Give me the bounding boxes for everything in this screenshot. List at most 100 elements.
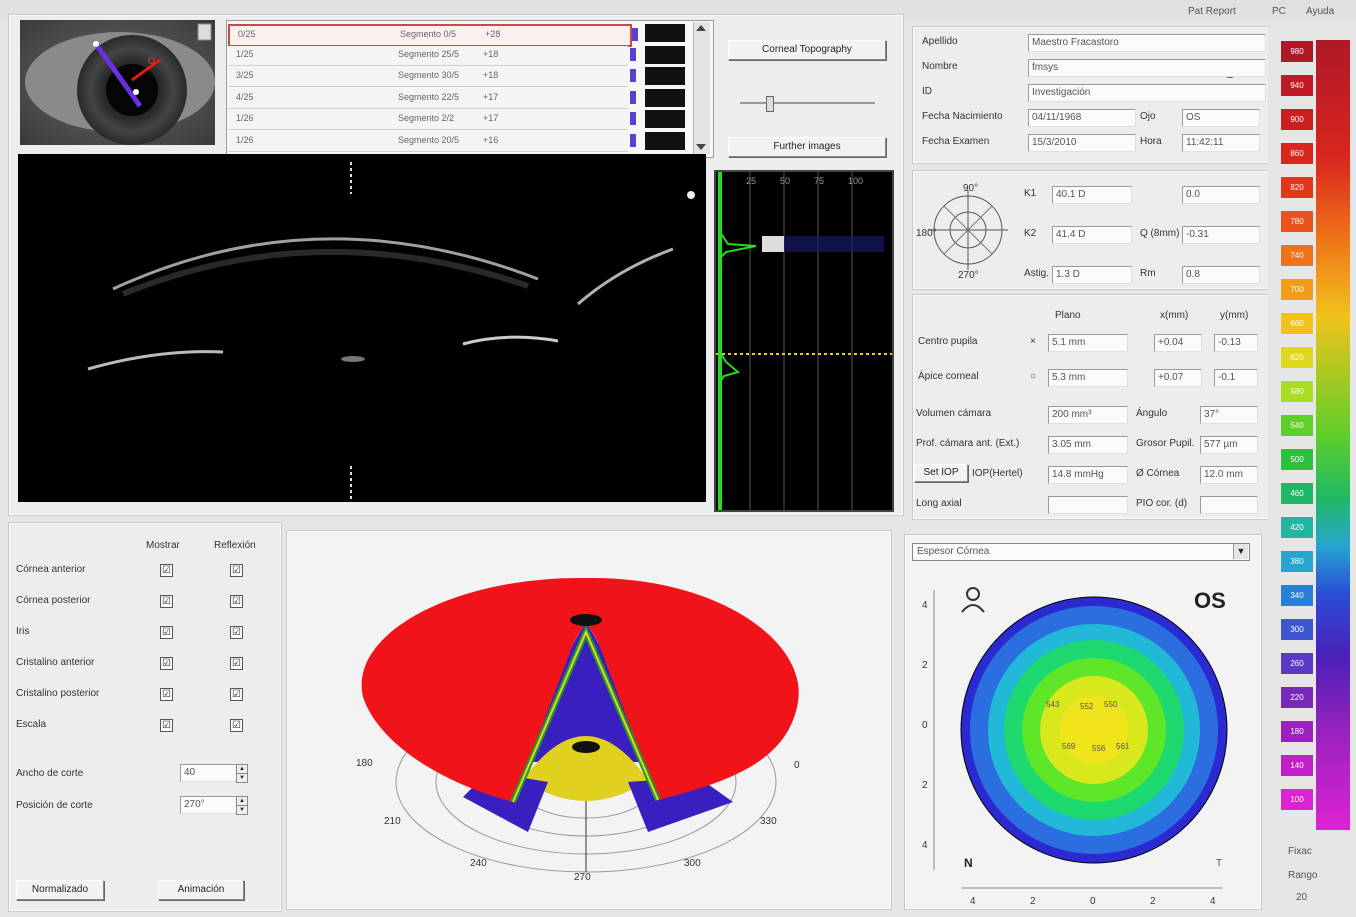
- show-checkbox[interactable]: ☑: [160, 626, 173, 639]
- reflect-checkbox[interactable]: ☑: [230, 657, 243, 670]
- color-scale-cell[interactable]: 380: [1280, 550, 1314, 573]
- reflect-checkbox[interactable]: ☑: [230, 719, 243, 732]
- color-scale-cell[interactable]: 820: [1280, 176, 1314, 199]
- segment-row[interactable]: 0/25 Segmento 0/5 +28: [228, 24, 638, 47]
- reflect-checkbox[interactable]: ☑: [230, 595, 243, 608]
- measure-row-x[interactable]: +0.07: [1154, 369, 1202, 387]
- segment-row[interactable]: 4/25 Segmento 22/5 +17: [228, 88, 636, 109]
- kerato-value[interactable]: 41.4 D: [1052, 226, 1132, 244]
- further-images-button[interactable]: Further images: [728, 137, 886, 157]
- segment-row[interactable]: 1/26 Segmento 2/2 +17: [228, 110, 636, 130]
- measure-extra-value-2[interactable]: [1200, 496, 1258, 514]
- kerato-value-2[interactable]: -0.31: [1182, 226, 1260, 244]
- color-scale-cell[interactable]: 780: [1280, 210, 1314, 233]
- color-scale-cell[interactable]: 260: [1280, 652, 1314, 675]
- show-column-header: Mostrar: [146, 540, 180, 551]
- map-x-tick: 2: [1030, 896, 1036, 907]
- measure-extra-value[interactable]: 3.05 mm: [1048, 436, 1128, 454]
- color-scale-cell[interactable]: 220: [1280, 686, 1314, 709]
- color-scale-cell[interactable]: 740: [1280, 244, 1314, 267]
- color-scale-cell[interactable]: 420: [1280, 516, 1314, 539]
- measure-row-value[interactable]: 5.1 mm: [1048, 334, 1128, 352]
- color-scale-cell[interactable]: 660: [1280, 312, 1314, 335]
- measure-extra-value[interactable]: [1048, 496, 1128, 514]
- set-iop-button[interactable]: Set IOP: [914, 464, 968, 482]
- cut-width-spinner[interactable]: 40: [180, 764, 238, 782]
- patient-field-value[interactable]: Investigación: [1028, 84, 1266, 102]
- show-checkbox[interactable]: ☑: [160, 657, 173, 670]
- titlebar-report[interactable]: Pat Report: [1188, 6, 1236, 17]
- show-checkbox[interactable]: ☑: [160, 688, 173, 701]
- measure-extra-value-2[interactable]: 37°: [1200, 406, 1258, 424]
- animation-button[interactable]: Animación: [158, 880, 244, 900]
- color-scale-cell[interactable]: 620: [1280, 346, 1314, 369]
- scroll-up-icon[interactable]: [696, 25, 706, 31]
- segment-thumbnail[interactable]: [645, 45, 685, 64]
- patient-side-value[interactable]: 11:42:11: [1182, 134, 1260, 152]
- scale-footer-2[interactable]: Rango: [1288, 870, 1318, 881]
- kerato-value-2[interactable]: 0.0: [1182, 186, 1260, 204]
- reflect-checkbox[interactable]: ☑: [230, 564, 243, 577]
- normalize-button[interactable]: Normalizado: [16, 880, 104, 900]
- 3d-cornea-view[interactable]: [288, 532, 888, 906]
- color-scale-cell[interactable]: 940: [1280, 74, 1314, 97]
- measure-extra-value-2[interactable]: 577 µm: [1200, 436, 1258, 454]
- titlebar-help[interactable]: Ayuda: [1306, 6, 1335, 17]
- reflect-checkbox[interactable]: ☑: [230, 626, 243, 639]
- color-scale-cell[interactable]: 140: [1280, 754, 1314, 777]
- patient-field-value[interactable]: fmsys: [1028, 59, 1266, 77]
- scheimpflug-image[interactable]: [18, 154, 706, 502]
- segment-thumbnail[interactable]: [645, 88, 685, 107]
- color-scale-cell[interactable]: 100: [1280, 788, 1314, 811]
- segment-thumbnail[interactable]: [645, 67, 685, 85]
- segment-thumbnail[interactable]: [645, 131, 685, 150]
- patient-side-value[interactable]: OS: [1182, 109, 1260, 127]
- chevron-down-icon[interactable]: ▼: [1233, 544, 1248, 559]
- kerato-value[interactable]: 1.3 D: [1052, 266, 1132, 284]
- color-scale-cell[interactable]: 300: [1280, 618, 1314, 641]
- reflect-checkbox[interactable]: ☑: [230, 688, 243, 701]
- segment-thumbnail[interactable]: [645, 110, 685, 128]
- color-scale-cell[interactable]: 340: [1280, 584, 1314, 607]
- show-checkbox[interactable]: ☑: [160, 595, 173, 608]
- patient-field-value[interactable]: Maestro Fracastoro: [1028, 34, 1266, 52]
- measure-row-value[interactable]: 5.3 mm: [1048, 369, 1128, 387]
- measure-row-x[interactable]: +0.04: [1154, 334, 1202, 352]
- brightness-slider[interactable]: [740, 96, 875, 112]
- slider-thumb[interactable]: [766, 96, 774, 112]
- segment-row[interactable]: 3/25 Segmento 30/5 +18: [228, 67, 636, 87]
- color-scale-cell[interactable]: 180: [1280, 720, 1314, 743]
- show-checkbox[interactable]: ☑: [160, 719, 173, 732]
- segment-list-scrollbar[interactable]: [693, 22, 710, 154]
- segment-thumbnail[interactable]: [645, 24, 685, 42]
- color-scale-cell[interactable]: 500: [1280, 448, 1314, 471]
- spinner-down-icon[interactable]: ▼: [236, 773, 248, 783]
- titlebar-pc[interactable]: PC: [1272, 6, 1286, 17]
- color-scale-cell[interactable]: 900: [1280, 108, 1314, 131]
- corneal-topography-button[interactable]: Corneal Topography: [728, 40, 886, 60]
- color-scale-cell[interactable]: 540: [1280, 414, 1314, 437]
- map-type-dropdown[interactable]: Espesor Córnea ▼: [912, 543, 1250, 561]
- spinner-down-icon[interactable]: ▼: [236, 805, 248, 815]
- thickness-map[interactable]: [912, 570, 1252, 900]
- patient-field-value[interactable]: 15/3/2010: [1028, 134, 1136, 152]
- color-scale-cell[interactable]: 980: [1280, 40, 1314, 63]
- patient-field-value[interactable]: 04/11/1968: [1028, 109, 1136, 127]
- color-scale-cell[interactable]: 700: [1280, 278, 1314, 301]
- color-scale-cell[interactable]: 860: [1280, 142, 1314, 165]
- segment-row[interactable]: 1/25 Segmento 25/5 +18: [228, 45, 636, 66]
- kerato-value-2[interactable]: 0.8: [1182, 266, 1260, 284]
- show-checkbox[interactable]: ☑: [160, 564, 173, 577]
- color-scale-cell[interactable]: 580: [1280, 380, 1314, 403]
- cut-position-spinner[interactable]: 270°: [180, 796, 238, 814]
- measure-row-y[interactable]: -0.1: [1214, 369, 1258, 387]
- scroll-down-icon[interactable]: [696, 144, 706, 150]
- segment-row[interactable]: 1/26 Segmento 20/5 +16: [228, 131, 636, 152]
- measure-extra-value-2[interactable]: 12.0 mm: [1200, 466, 1258, 484]
- kerato-value[interactable]: 40.1 D: [1052, 186, 1132, 204]
- measure-extra-value[interactable]: 200 mm³: [1048, 406, 1128, 424]
- measure-extra-value[interactable]: 14.8 mmHg: [1048, 466, 1128, 484]
- measure-row-y[interactable]: -0.13: [1214, 334, 1258, 352]
- color-scale-cell[interactable]: 460: [1280, 482, 1314, 505]
- eye-camera-view[interactable]: O: [20, 20, 215, 145]
